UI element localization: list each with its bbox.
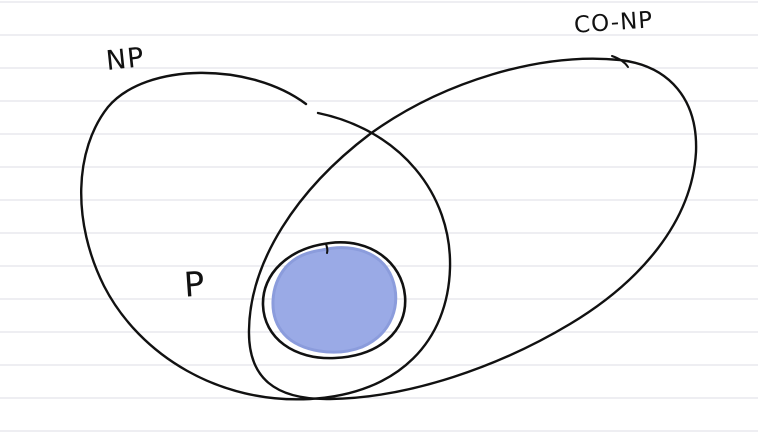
ruled-lines bbox=[0, 1, 758, 432]
p-set-fill bbox=[271, 246, 398, 354]
np-label: NP bbox=[104, 42, 146, 77]
co-np-set-outline bbox=[247, 57, 698, 401]
p-set-outline bbox=[261, 241, 407, 360]
p-set-outline-tick bbox=[325, 243, 329, 254]
p-label: P bbox=[182, 264, 206, 306]
co-np-set-outline-tick bbox=[611, 55, 629, 68]
co-np-label: CO-NP bbox=[573, 7, 654, 39]
np-set-outline bbox=[80, 71, 452, 401]
